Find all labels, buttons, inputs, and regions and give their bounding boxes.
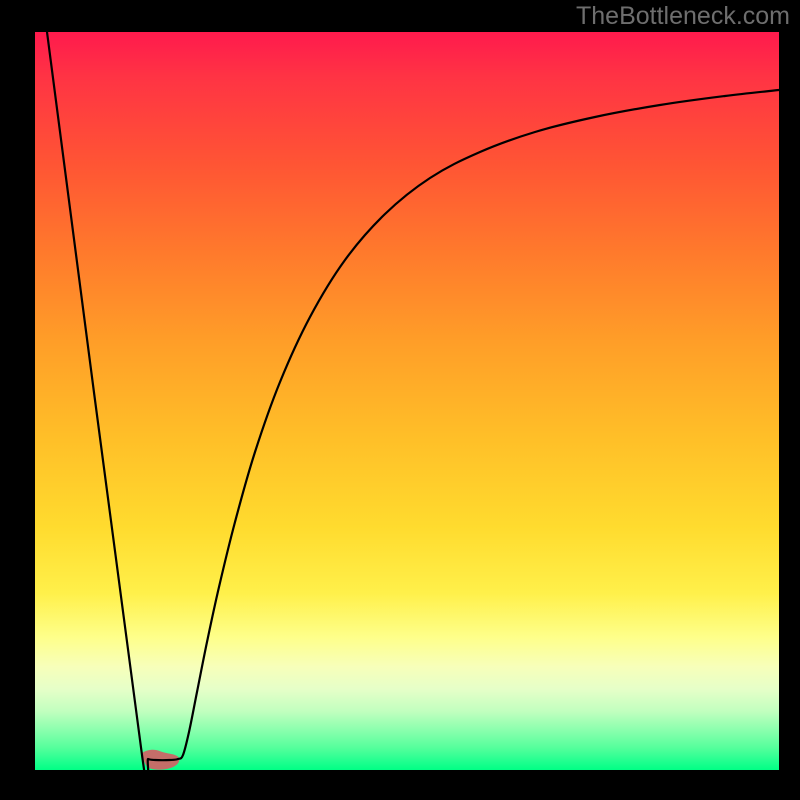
plot-area <box>35 32 779 770</box>
watermark-text: TheBottleneck.com <box>576 2 790 31</box>
curve-svg <box>35 32 779 770</box>
main-curve <box>47 32 779 770</box>
chart-container: TheBottleneck.com <box>0 0 800 800</box>
